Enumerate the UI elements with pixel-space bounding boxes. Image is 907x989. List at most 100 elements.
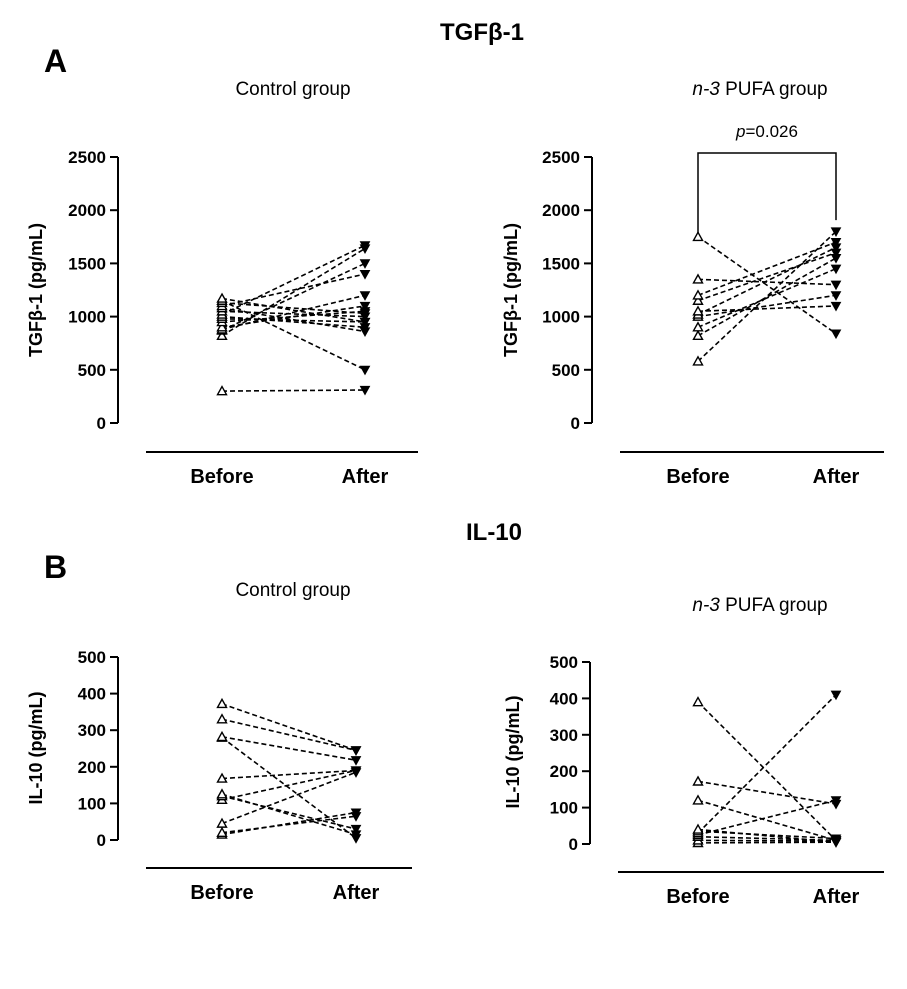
after-point bbox=[359, 365, 371, 376]
after-point bbox=[830, 301, 842, 312]
y-tick-label: 500 bbox=[550, 653, 578, 672]
section-b-letter: B bbox=[44, 549, 67, 585]
y-tick-label: 2000 bbox=[68, 201, 106, 220]
section-a-letter: A bbox=[44, 43, 67, 79]
paired-line bbox=[221, 811, 357, 836]
after-point bbox=[350, 746, 362, 756]
x-category-label-after: After bbox=[333, 882, 380, 904]
paired-line bbox=[221, 389, 366, 392]
panel-title: Control group bbox=[235, 79, 350, 100]
paired-line bbox=[221, 297, 366, 323]
y-tick-label: 300 bbox=[550, 726, 578, 745]
before-point bbox=[216, 713, 228, 724]
after-point bbox=[830, 264, 842, 275]
y-axis-label: IL-10 (pg/mL) bbox=[26, 692, 46, 805]
before-point bbox=[216, 826, 228, 837]
y-tick-label: 0 bbox=[97, 831, 106, 850]
paired-line bbox=[697, 246, 837, 316]
y-tick-label: 1000 bbox=[542, 308, 580, 327]
before-point bbox=[692, 294, 704, 305]
before-point bbox=[692, 775, 704, 786]
before-point bbox=[692, 823, 704, 834]
panel-title: Control group bbox=[235, 580, 350, 601]
after-point bbox=[830, 248, 842, 259]
paired-line bbox=[221, 273, 366, 307]
panel-title-text: Control group bbox=[235, 580, 350, 601]
paired-line bbox=[221, 769, 357, 780]
after-point bbox=[830, 799, 842, 810]
before-point bbox=[216, 772, 228, 783]
chart-panels: Control group05001000150020002500TGFβ-1 … bbox=[26, 79, 884, 908]
after-point bbox=[830, 836, 842, 846]
y-axis-label: TGFβ-1 (pg/mL) bbox=[26, 223, 46, 357]
after-point bbox=[350, 766, 362, 776]
y-tick-label: 500 bbox=[78, 361, 106, 380]
paired-line bbox=[221, 815, 357, 834]
panel-title-text: PUFA group bbox=[720, 595, 828, 616]
before-point bbox=[216, 292, 228, 303]
before-point bbox=[216, 329, 228, 341]
panel-title: n-3 PUFA group bbox=[692, 595, 827, 616]
y-tick-label: 0 bbox=[569, 835, 578, 854]
significance-bracket bbox=[697, 152, 837, 237]
paired-line bbox=[221, 703, 357, 752]
y-tick-label: 0 bbox=[571, 414, 580, 433]
before-point bbox=[216, 321, 228, 332]
y-tick-label: 1000 bbox=[68, 308, 106, 327]
paired-line bbox=[697, 799, 837, 836]
y-tick-label: 100 bbox=[550, 799, 578, 818]
after-point bbox=[350, 756, 362, 766]
paired-line bbox=[697, 241, 837, 297]
x-category-label-after: After bbox=[813, 886, 860, 908]
panel-title-italic: n-3 bbox=[692, 79, 720, 100]
y-tick-label: 200 bbox=[78, 758, 106, 777]
section-b-title: IL-10 bbox=[466, 519, 522, 546]
after-point bbox=[350, 834, 362, 844]
y-tick-label: 2000 bbox=[542, 201, 580, 220]
y-tick-label: 400 bbox=[550, 689, 578, 708]
p-value-symbol: p bbox=[735, 122, 745, 141]
section-a-title: TGFβ-1 bbox=[440, 19, 524, 46]
after-point bbox=[830, 291, 842, 301]
paired-line bbox=[697, 252, 837, 302]
p-value-text: =0.026 bbox=[745, 122, 797, 141]
after-point bbox=[359, 301, 371, 312]
before-point bbox=[692, 230, 704, 242]
after-point bbox=[830, 227, 842, 238]
y-tick-label: 300 bbox=[78, 721, 106, 740]
before-point bbox=[216, 697, 228, 709]
panel-title-text: PUFA group bbox=[720, 79, 828, 100]
x-category-label-after: After bbox=[342, 466, 389, 488]
y-tick-label: 2500 bbox=[68, 148, 106, 167]
paired-line bbox=[697, 267, 837, 328]
paired-line bbox=[697, 780, 837, 805]
after-point bbox=[359, 241, 371, 251]
after-point bbox=[359, 259, 371, 269]
paired-line bbox=[221, 736, 357, 839]
x-category-label-before: Before bbox=[190, 466, 253, 488]
y-tick-label: 0 bbox=[97, 414, 106, 433]
before-point bbox=[216, 788, 228, 799]
after-point bbox=[359, 327, 371, 338]
paired-line bbox=[697, 701, 837, 841]
after-point bbox=[830, 280, 842, 291]
after-point bbox=[350, 824, 362, 835]
after-point bbox=[830, 329, 842, 340]
paired-line bbox=[221, 262, 366, 332]
after-point bbox=[359, 309, 371, 319]
y-axis-label: IL-10 (pg/mL) bbox=[503, 696, 523, 809]
y-tick-label: 1500 bbox=[68, 254, 106, 273]
chart-panel-b-right: n-3 PUFA group 0 100 200 300 400 500 IL-10 (pg/… bbox=[503, 595, 884, 908]
paired-line bbox=[221, 247, 366, 337]
y-tick-label: 400 bbox=[78, 685, 106, 704]
paired-line bbox=[221, 793, 357, 836]
before-point bbox=[692, 321, 704, 332]
panel-title-text: Control group bbox=[235, 79, 350, 100]
paired-line bbox=[697, 694, 837, 834]
panel-title: n-3 PUFA group bbox=[692, 79, 827, 100]
chart-panel-b-left: Control group 0 100 200 300 400 500 IL-10 (pg/m… bbox=[26, 580, 412, 904]
after-point bbox=[359, 317, 371, 328]
before-point bbox=[692, 794, 704, 805]
p-value-annotation: p=0.026 bbox=[735, 122, 798, 141]
